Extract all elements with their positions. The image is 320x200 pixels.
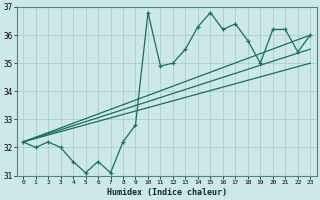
X-axis label: Humidex (Indice chaleur): Humidex (Indice chaleur) (107, 188, 227, 197)
